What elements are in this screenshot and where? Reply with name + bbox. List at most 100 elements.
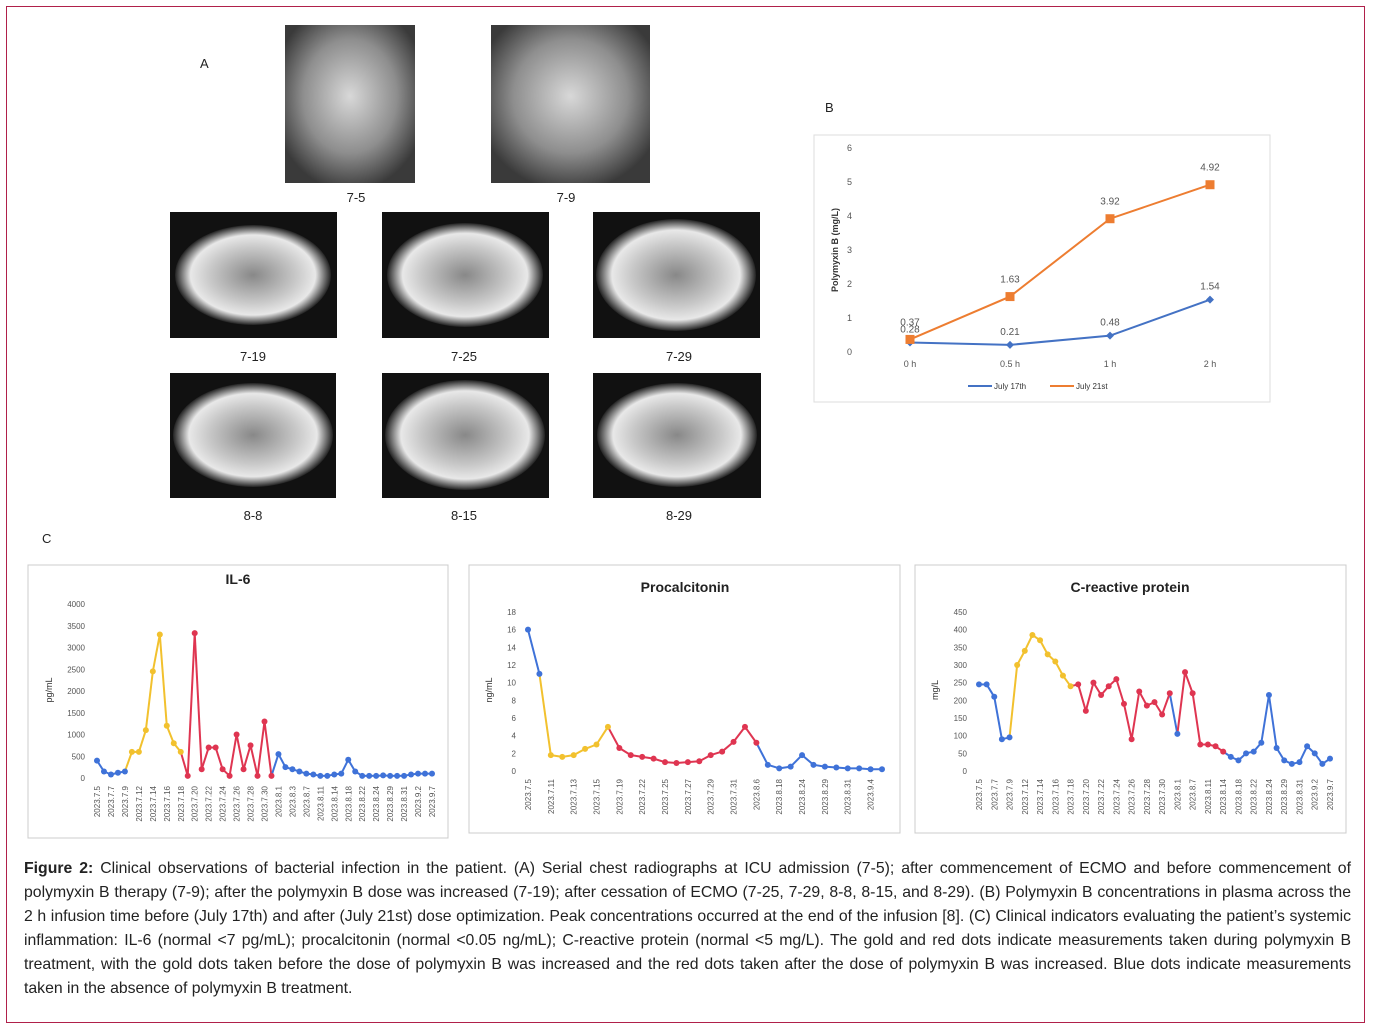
x-tick-label: 2023.8.11 [1204,778,1213,814]
series-line [258,721,265,775]
chart-title: IL-6 [226,571,251,587]
dot [366,773,372,779]
dot [1258,740,1264,746]
series-line [1086,683,1094,711]
dot [1213,743,1219,749]
dot [1281,757,1287,763]
dot [1296,759,1302,765]
dot [991,694,997,700]
marker [1006,341,1014,349]
dot [129,749,135,755]
x-tick-label: 2023.7.5 [93,785,102,817]
data-label: 1.63 [1000,275,1020,286]
series-line [910,300,1210,345]
x-tick-label: 2023.9.7 [1326,778,1335,810]
x-tick-label: 2023.9.7 [428,785,437,817]
y-tick-label: 250 [954,679,968,688]
dot [164,723,170,729]
dot [303,771,309,777]
x-tick-label: 2023.8.18 [344,785,353,821]
y-tick-label: 450 [954,608,968,617]
y-tick-label: 4000 [67,600,85,609]
x-tick-label: 2023.7.12 [1021,778,1030,814]
x-tick-label: 2023.8.24 [1265,778,1274,814]
y-tick-label: 1000 [67,731,85,740]
y-tick-label: 16 [507,626,516,635]
series-line [1261,695,1269,743]
series-line [1162,693,1170,714]
dot [1289,761,1295,767]
dot [605,724,611,730]
dot [408,772,414,778]
x-tick-label: 2023.7.14 [149,785,158,821]
dot [999,736,1005,742]
dot [662,759,668,765]
series-line [230,735,237,776]
dot [616,745,622,751]
y-tick-label: 4 [847,211,852,221]
x-tick-label: 2023.8.29 [386,785,395,821]
dot [1174,731,1180,737]
dot [94,758,100,764]
image-label: 8-15 [451,508,477,523]
dot [1266,692,1272,698]
x-tick-label: 2023.7.26 [233,785,242,821]
dot [765,762,771,768]
dot [639,754,645,760]
dot [582,746,588,752]
dot [1220,749,1226,755]
x-tick-label: 2023.8.6 [752,778,761,810]
dot [810,762,816,768]
x-tick-label: 2023.7.7 [107,785,116,817]
dot [345,757,351,763]
dot [296,768,302,774]
series-line [994,697,1002,739]
y-tick-label: 14 [507,643,516,652]
dot [136,749,142,755]
series-line [597,727,608,745]
dot [984,681,990,687]
chart-title: Procalcitonin [641,579,730,595]
dot [213,745,219,751]
dot [192,630,198,636]
dot [536,671,542,677]
x-tick-label: 2023.7.12 [135,785,144,821]
dot [415,771,421,777]
series-line [153,634,160,671]
panel-label: A [200,56,209,71]
y-tick-label: 6 [847,143,852,153]
dot [331,772,337,778]
dot [241,766,247,772]
data-label: 0.48 [1100,318,1120,329]
dot [673,760,679,766]
x-tick-label: 2023.8.18 [775,778,784,814]
y-tick-label: 0 [847,347,852,357]
dot [1060,673,1066,679]
x-tick-label: 1 h [1104,359,1117,369]
series-line [539,674,550,755]
dot [1182,669,1188,675]
x-tick-label: 2023.7.20 [1082,778,1091,814]
dot [1243,750,1249,756]
y-tick-label: 300 [954,661,968,670]
x-tick-label: 2023.7.24 [219,785,228,821]
dot [157,631,163,637]
series-line [125,752,132,772]
x-tick-label: 2023.8.31 [844,778,853,814]
dot [394,773,400,779]
dot [1075,681,1081,687]
caption-label: Figure 2: [24,860,93,877]
dot [845,765,851,771]
series-line [181,752,188,776]
dot [976,681,982,687]
dot [1136,689,1142,695]
chart-title: C-reactive protein [1070,579,1189,595]
y-tick-label: 50 [958,749,967,758]
dot [115,770,121,776]
dot [373,773,379,779]
radiograph [491,25,650,183]
y-tick-label: 2 [512,749,517,758]
dot [429,771,435,777]
dot [338,771,344,777]
series-line [1170,693,1178,734]
